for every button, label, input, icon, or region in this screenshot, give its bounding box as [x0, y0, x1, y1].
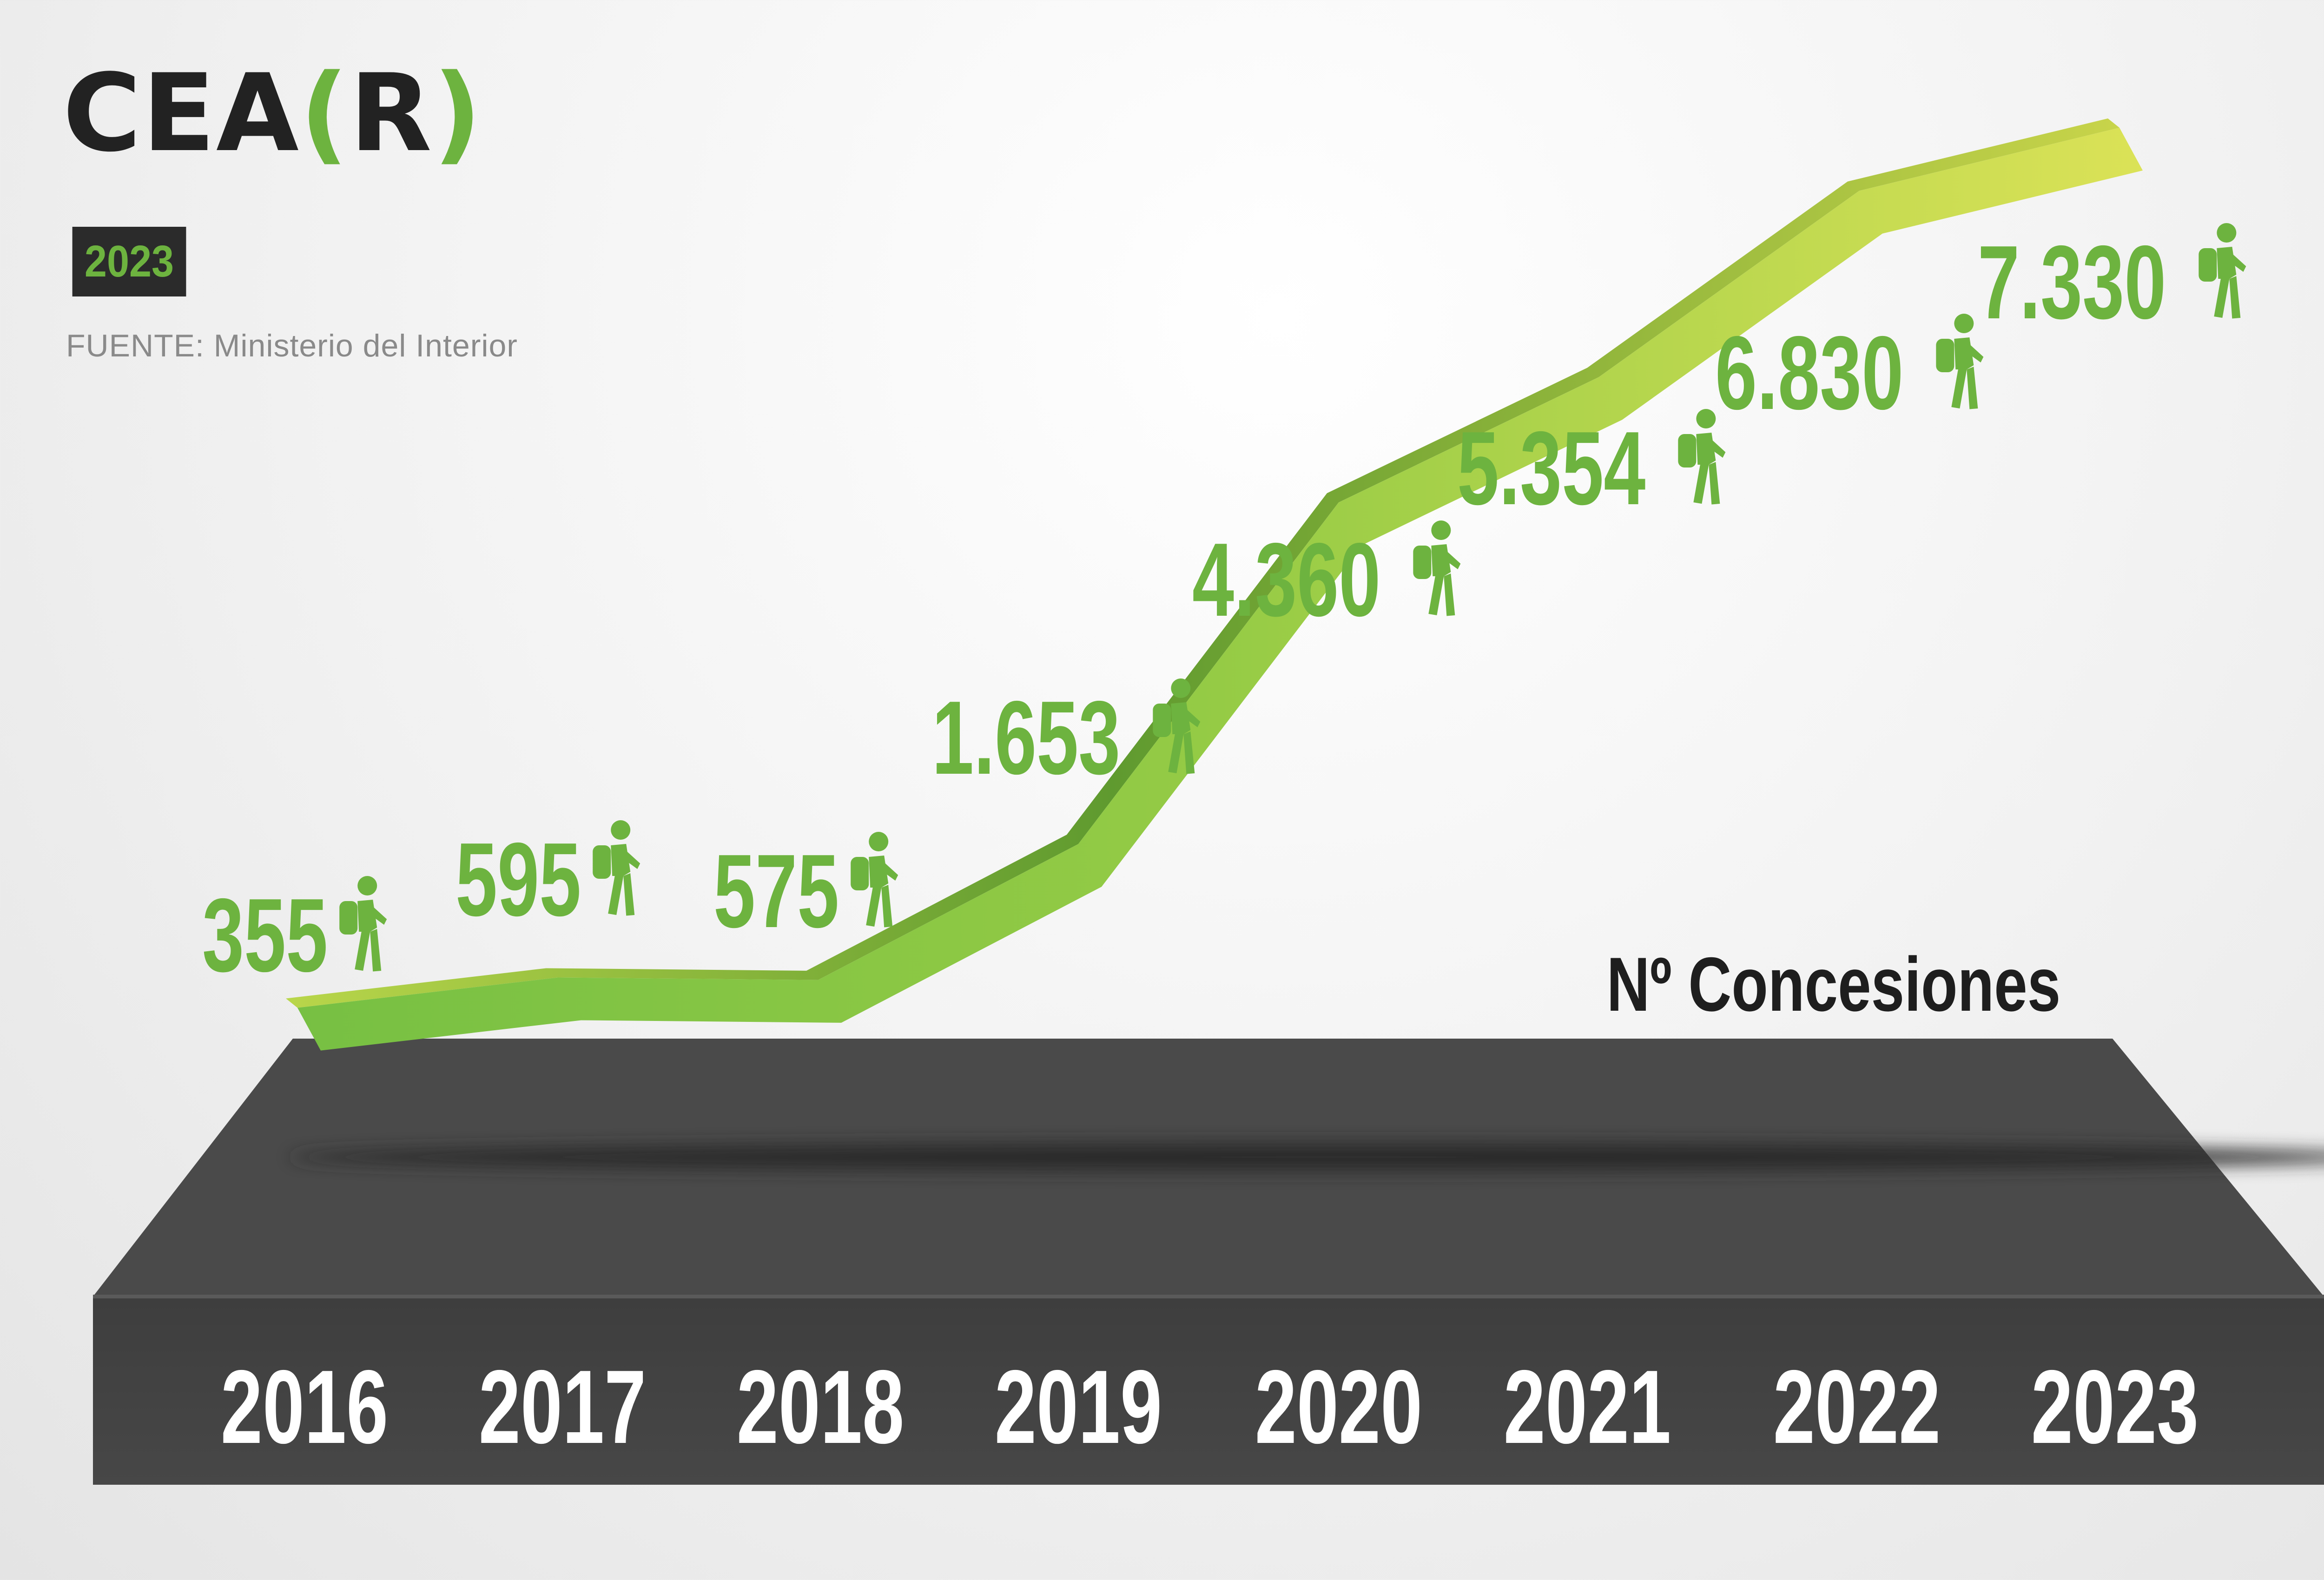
hiker-icon — [593, 820, 640, 916]
value-label-group-2016: 355 — [202, 876, 387, 994]
logo-text: CEA — [63, 52, 300, 176]
value-label: 575 — [713, 833, 839, 949]
value-label-group-2023: 7.330 — [1978, 223, 2246, 341]
x-tick-label: 2019 — [995, 1349, 1162, 1465]
hiker-icon — [851, 832, 898, 928]
hiker-icon — [1936, 314, 1984, 409]
x-tick-label: 2016 — [221, 1349, 388, 1465]
ceari-logo: CEA(R) — [63, 60, 482, 167]
value-label-group-2017: 595 — [456, 820, 640, 938]
logo-letter: R — [350, 52, 433, 176]
hiker-icon — [339, 876, 387, 972]
data-point-2016 — [296, 1027, 299, 1031]
value-label-group-2022: 6.830 — [1715, 314, 1984, 431]
value-label: 355 — [202, 877, 328, 994]
year-badge: 2023 — [72, 227, 186, 296]
ribbon-group — [286, 118, 2143, 1051]
hiker-icon — [2199, 223, 2246, 319]
value-labels: 355 595 575 1.653 4.360 5.354 6.830 7.330 — [202, 223, 2246, 994]
x-tick-label: 2020 — [1255, 1349, 1422, 1465]
x-tick-label: 2023 — [2031, 1349, 2199, 1465]
value-label: 5.354 — [1457, 410, 1645, 527]
logo-close-bracket: ) — [433, 52, 483, 176]
value-label-group-2021: 5.354 — [1457, 409, 1726, 527]
line-shadow — [288, 1143, 2324, 1171]
x-tick-label: 2017 — [479, 1349, 646, 1465]
value-label-group-2019: 1.653 — [932, 678, 1201, 796]
hiker-icon — [1153, 678, 1201, 774]
value-label: 595 — [456, 821, 581, 938]
value-label: 6.830 — [1715, 315, 1903, 431]
value-label-group-2018: 575 — [713, 832, 898, 949]
source-note: FUENTE: Ministerio del Interior — [66, 328, 518, 363]
hiker-icon — [1678, 409, 1726, 505]
x-tick-label: 2021 — [1504, 1349, 1671, 1465]
data-line — [297, 127, 2143, 1051]
logo-open-bracket: ( — [299, 52, 350, 176]
value-label: 1.653 — [932, 679, 1120, 796]
hiker-icon — [1413, 520, 1461, 616]
platform-edge — [93, 1295, 2324, 1298]
value-label: 4.360 — [1192, 521, 1380, 638]
value-label: 7.330 — [1978, 224, 2166, 341]
x-tick-label: 2018 — [737, 1349, 904, 1465]
legend-label: Nº Concesiones — [1607, 942, 2061, 1027]
x-axis-labels: 2016 2017 2018 2019 2020 2021 2022 2023 — [221, 1349, 2199, 1465]
value-label-group-2020: 4.360 — [1192, 520, 1461, 638]
platform-front — [93, 1297, 2324, 1485]
x-tick-label: 2022 — [1773, 1349, 1941, 1465]
